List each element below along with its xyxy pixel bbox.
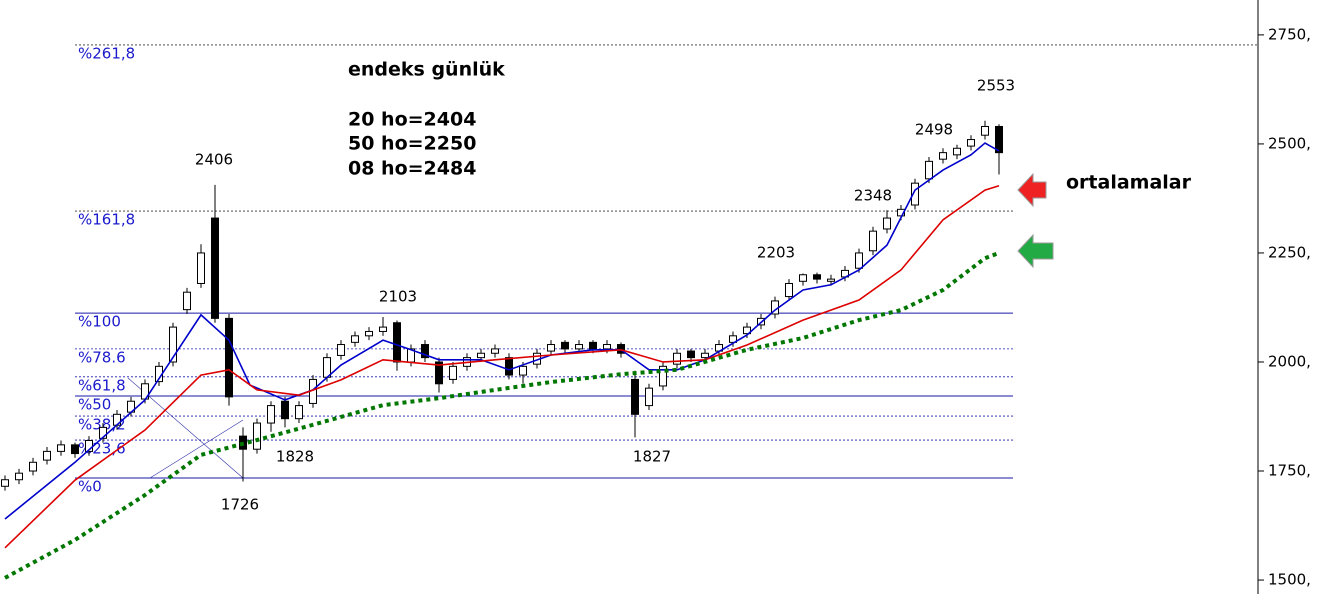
candle-body xyxy=(169,326,177,363)
candle-body xyxy=(659,365,667,387)
candle-body xyxy=(645,387,653,407)
y-tick-label: 1500, xyxy=(1268,571,1311,589)
y-tick-label: 1750, xyxy=(1268,462,1311,480)
candle-body xyxy=(911,182,919,206)
moving-average xyxy=(4,142,1000,520)
fan-line xyxy=(149,419,244,479)
candle-body xyxy=(967,139,975,147)
candle-body xyxy=(631,378,639,415)
peak-label: 2103 xyxy=(379,288,417,306)
candle-body xyxy=(855,252,863,269)
candle-body xyxy=(561,341,569,350)
candle-body xyxy=(57,444,65,452)
candle-body xyxy=(477,352,485,359)
candle-body xyxy=(981,125,989,136)
candle-body xyxy=(701,352,709,359)
peak-label: 2348 xyxy=(854,187,892,205)
candle-body xyxy=(995,125,1003,154)
candle-body xyxy=(183,291,191,311)
candle-body xyxy=(939,152,947,160)
candle-body xyxy=(883,217,891,230)
info-line: 50 ho=2250 xyxy=(348,133,476,155)
candle-body xyxy=(295,405,303,420)
fib-label: %100 xyxy=(78,313,121,331)
red-arrow xyxy=(1017,172,1047,208)
peak-label: 2203 xyxy=(757,244,795,262)
candle-body xyxy=(267,405,275,424)
candle-body xyxy=(211,217,219,319)
candle-body xyxy=(337,344,345,356)
moving-average xyxy=(4,185,1000,549)
peak-label: 1828 xyxy=(276,448,314,466)
candle-body xyxy=(743,326,751,335)
candle-body xyxy=(15,472,23,481)
candle-body xyxy=(43,450,51,461)
fib-label: %61,8 xyxy=(78,376,126,394)
info-line: 20 ho=2404 xyxy=(348,109,476,131)
candle-body xyxy=(1,479,9,487)
candle-body xyxy=(71,444,79,455)
candle-body xyxy=(435,361,443,385)
green-arrow xyxy=(1017,233,1054,269)
candle-body xyxy=(365,330,373,337)
peak-label: 2406 xyxy=(195,151,233,169)
candle-body xyxy=(421,344,429,359)
candle-body xyxy=(281,400,289,420)
info-title: endeks günlük xyxy=(348,59,505,81)
candle-body xyxy=(449,365,457,380)
candle-body xyxy=(673,352,681,365)
fib-label: %0 xyxy=(78,477,102,495)
info-line: 08 ho=2484 xyxy=(348,158,476,180)
candle-body xyxy=(519,365,527,376)
peak-label: 1827 xyxy=(633,448,671,466)
moving-average xyxy=(4,251,1000,580)
y-tick-label: 2750, xyxy=(1268,25,1311,43)
candle-body xyxy=(603,344,611,350)
candle-body xyxy=(253,422,261,450)
candle-body xyxy=(379,326,387,332)
candle-body xyxy=(827,278,835,282)
fib-label: %161,8 xyxy=(78,211,135,229)
peak-label: 2498 xyxy=(915,121,953,139)
candle-body xyxy=(393,322,401,363)
candle-body xyxy=(869,230,877,252)
peak-label: 1726 xyxy=(221,496,259,514)
candle-body xyxy=(351,335,359,343)
candle-body xyxy=(617,344,625,354)
fib-label: %50 xyxy=(78,396,111,414)
candle-body xyxy=(785,282,793,298)
candle-body xyxy=(925,160,933,180)
candle-body xyxy=(813,274,821,280)
candle-body xyxy=(575,344,583,350)
candle-body xyxy=(799,274,807,282)
candle-body xyxy=(197,252,205,284)
candle-body xyxy=(225,317,233,398)
candle-body xyxy=(953,147,961,156)
peak-label: 2553 xyxy=(977,77,1015,95)
candle-body xyxy=(29,461,37,472)
candle-body xyxy=(589,341,597,350)
y-tick-label: 2250, xyxy=(1268,243,1311,261)
candle-body xyxy=(687,350,695,359)
side-label: ortalamalar xyxy=(1066,172,1192,194)
y-tick-label: 2000, xyxy=(1268,352,1311,370)
candle-body xyxy=(505,357,513,376)
fib-label: %261,8 xyxy=(78,44,135,62)
y-tick-label: 2500, xyxy=(1268,134,1311,152)
candle-body xyxy=(547,344,555,352)
candle-body xyxy=(491,348,499,354)
fib-label: %78.6 xyxy=(78,348,126,366)
